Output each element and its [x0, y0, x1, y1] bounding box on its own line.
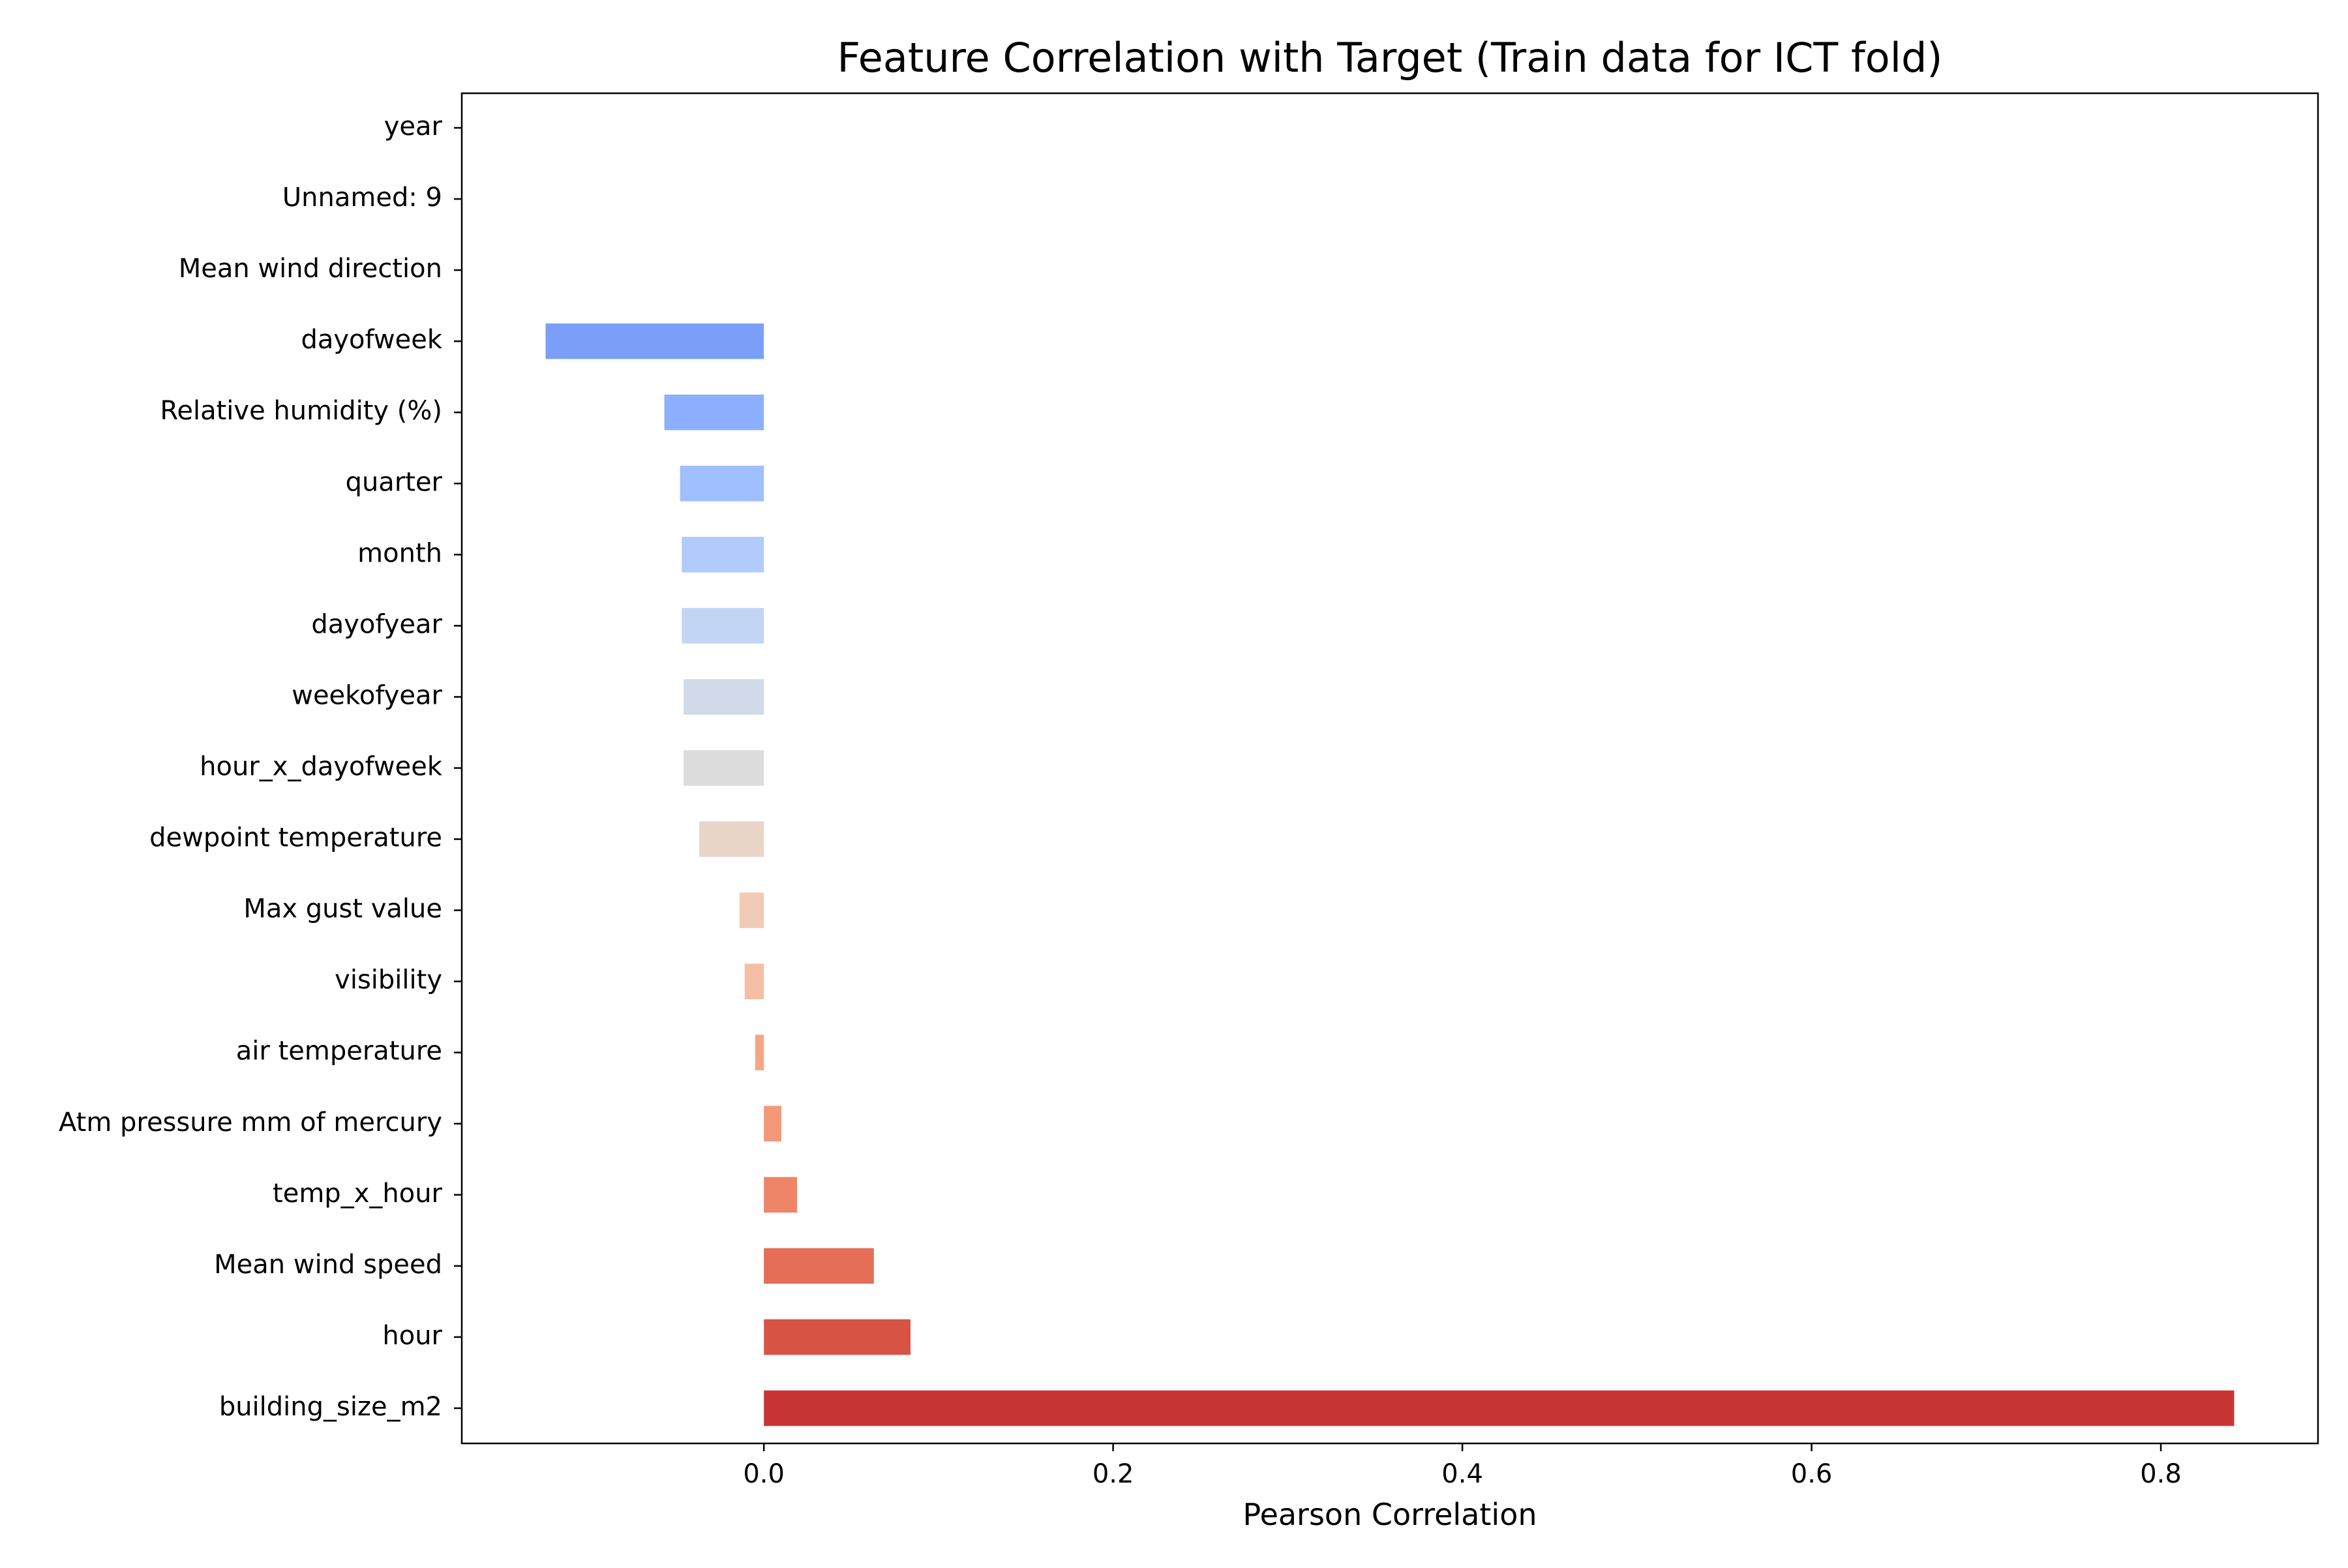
- chart-title: Feature Correlation with Target (Train d…: [837, 34, 1942, 82]
- x-tick-label: 0.2: [1092, 1459, 1134, 1489]
- bar-building-size-m2: [764, 1390, 2235, 1426]
- y-tick-label: Mean wind speed: [214, 1250, 442, 1280]
- bar-month: [682, 537, 764, 573]
- bar-hour-x-dayofweek: [684, 750, 764, 786]
- y-tick-label: dayofweek: [301, 325, 442, 355]
- bar-temp-x-hour: [764, 1177, 798, 1213]
- x-axis: 0.0 0.2 0.4 0.6 0.8: [743, 1443, 2182, 1489]
- y-tick-label: Mean wind direction: [179, 254, 442, 284]
- bar-mean-wind-speed: [764, 1248, 874, 1284]
- bar-dayofyear: [682, 608, 764, 644]
- bar-max-gust-value: [739, 892, 764, 928]
- plot-frame: [460, 92, 2319, 1445]
- bar-relative-humidity: [664, 394, 764, 430]
- y-tick-label: Max gust value: [243, 894, 442, 924]
- y-axis: year Unnamed: 9 Mean wind direction dayofwe…: [59, 112, 462, 1422]
- bar-air-temperature: [755, 1034, 764, 1070]
- x-tick-label: 0.6: [1791, 1459, 1833, 1489]
- y-tick-label: visibility: [335, 965, 442, 995]
- bars-layer: [545, 323, 2235, 1426]
- y-tick-label: weekofyear: [292, 680, 442, 710]
- bar-visibility: [744, 963, 764, 999]
- bar-atm-pressure-mm-of-mercury: [764, 1106, 781, 1142]
- bar-hour: [764, 1319, 911, 1355]
- bar-quarter: [680, 466, 764, 502]
- y-tick-label: Atm pressure mm of mercury: [59, 1108, 442, 1138]
- y-tick-label: building_size_m2: [219, 1392, 442, 1422]
- x-tick-label: 0.4: [1441, 1459, 1483, 1489]
- y-tick-label: quarter: [346, 467, 443, 497]
- y-tick-label: dayofyear: [311, 609, 442, 639]
- y-tick-label: Relative humidity (%): [160, 396, 442, 426]
- y-tick-label: air temperature: [236, 1036, 442, 1066]
- y-tick-label: hour: [382, 1321, 442, 1351]
- y-tick-label: month: [357, 538, 442, 568]
- y-tick-label: temp_x_hour: [273, 1179, 442, 1209]
- bar-weekofyear: [684, 679, 764, 715]
- x-tick-label: 0.0: [743, 1459, 785, 1489]
- y-tick-label: hour_x_dayofweek: [200, 752, 443, 782]
- y-tick-label: dewpoint temperature: [149, 823, 442, 853]
- bar-dewpoint-temperature: [699, 821, 764, 857]
- x-axis-label: Pearson Correlation: [1242, 1497, 1537, 1532]
- y-tick-label: Unnamed: 9: [282, 183, 442, 213]
- x-tick-label: 0.8: [2140, 1459, 2182, 1489]
- bar-dayofweek: [545, 323, 764, 359]
- y-tick-label: year: [384, 112, 443, 142]
